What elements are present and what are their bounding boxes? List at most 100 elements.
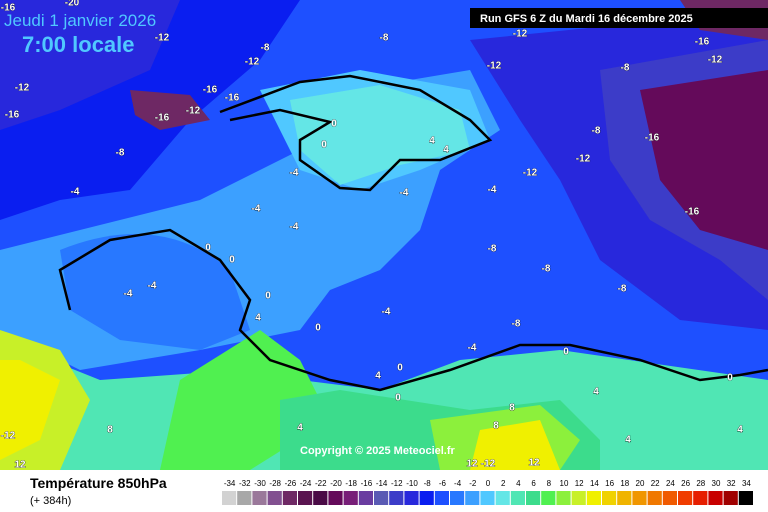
- scale-swatch: [541, 491, 556, 505]
- scale-swatch: [282, 491, 297, 505]
- contour-label: 0: [315, 323, 321, 334]
- scale-label: -14: [376, 479, 388, 488]
- contour-label: 0: [563, 347, 569, 358]
- contour-label: 4: [375, 371, 381, 382]
- contour-label: 12: [466, 459, 478, 470]
- scale-swatch: [358, 491, 373, 505]
- contour-label: -8: [512, 319, 521, 330]
- scale-swatch: [222, 491, 237, 505]
- contour-label: 4: [593, 387, 599, 398]
- scale-label: 34: [742, 479, 751, 488]
- zero-isotherm: [58, 74, 768, 392]
- scale-label: -30: [254, 479, 266, 488]
- contour-label: -16: [203, 85, 218, 96]
- scale-label: 32: [727, 479, 736, 488]
- contour-label: 8: [493, 421, 499, 432]
- scale-swatch: [526, 491, 541, 505]
- contour-label: -12: [576, 154, 591, 165]
- scale-swatch: [556, 491, 571, 505]
- scale-swatch: [586, 491, 601, 505]
- legend-lead: (+ 384h): [30, 495, 71, 507]
- scale-swatch: [267, 491, 282, 505]
- contour-label: 12: [14, 460, 26, 471]
- contour-label: -16: [5, 110, 20, 121]
- scale-swatch: [328, 491, 343, 505]
- scale-swatch: [389, 491, 404, 505]
- scale-swatch: [374, 491, 389, 505]
- contour-label: -4: [382, 307, 391, 318]
- contour-label: -12: [481, 459, 496, 470]
- scale-label: -4: [454, 479, 462, 488]
- contour-label: -4: [252, 204, 261, 215]
- scale-swatch: [404, 491, 419, 505]
- contour-label: -8: [621, 63, 630, 74]
- contour-label: -12: [245, 57, 260, 68]
- contour-label: 0: [205, 243, 211, 254]
- contour-label: 0: [229, 255, 235, 266]
- scale-swatch: [662, 491, 677, 505]
- contour-label: 4: [255, 313, 261, 324]
- scale-swatch: [480, 491, 495, 505]
- scale-swatch: [723, 491, 738, 505]
- contour-label: -12: [487, 61, 502, 72]
- contour-label: -4: [71, 187, 80, 198]
- run-info: Run GFS 6 Z du Mardi 16 décembre 2025: [480, 13, 693, 25]
- scale-swatch: [343, 491, 358, 505]
- copyright: Copyright © 2025 Meteociel.fr: [300, 445, 456, 457]
- scale-swatch: [495, 491, 510, 505]
- contour-label: 4: [737, 425, 743, 436]
- scale-label: -8: [424, 479, 432, 488]
- scale-label: 14: [590, 479, 599, 488]
- scale-swatch: [313, 491, 328, 505]
- scale-label: 12: [575, 479, 584, 488]
- contour-label: -8: [542, 264, 551, 275]
- scale-label: 16: [605, 479, 614, 488]
- contour-label: -4: [290, 168, 299, 179]
- contour-label: 0: [321, 140, 327, 151]
- contour-label: 8: [107, 425, 113, 436]
- legend-title: Température 850hPa: [30, 475, 167, 491]
- scale-label: -26: [285, 479, 297, 488]
- scale-swatch: [602, 491, 617, 505]
- run-box: [470, 8, 768, 28]
- scale-label: 28: [696, 479, 705, 488]
- scale-swatch: [693, 491, 708, 505]
- scale-label: -24: [300, 479, 312, 488]
- scale-label: 8: [547, 479, 552, 488]
- scale-swatch: [434, 491, 449, 505]
- contour-label: 0: [395, 393, 401, 404]
- forecast-date: Jeudi 1 janvier 2026: [4, 11, 156, 30]
- contour-label: -16: [645, 133, 660, 144]
- scale-label: 18: [620, 479, 629, 488]
- scale-swatch: [510, 491, 525, 505]
- map-background: [0, 0, 768, 470]
- contour-label: 0: [397, 363, 403, 374]
- scale-swatch: [738, 491, 753, 505]
- contour-label: 4: [443, 145, 449, 156]
- scale-label: -28: [269, 479, 281, 488]
- contour-label: -8: [592, 126, 601, 137]
- forecast-time: 7:00 locale: [22, 32, 135, 57]
- contour-label: -16: [155, 113, 170, 124]
- scale-swatch: [708, 491, 723, 505]
- scale-label: 26: [681, 479, 690, 488]
- scale-swatch: [298, 491, 313, 505]
- scale-label: 24: [666, 479, 675, 488]
- scale-swatch: [617, 491, 632, 505]
- scale-label: -34: [224, 479, 236, 488]
- scale-label: -32: [239, 479, 251, 488]
- scale-label: -16: [361, 479, 373, 488]
- scale-swatch: [237, 491, 252, 505]
- contour-label: -8: [261, 43, 270, 54]
- scale-label: 22: [651, 479, 660, 488]
- contour-label: 0: [331, 119, 337, 130]
- contour-label: -16: [695, 37, 710, 48]
- scale-swatch: [252, 491, 267, 505]
- contour-label: -4: [488, 185, 497, 196]
- scale-label: 0: [486, 479, 491, 488]
- contour-label: -16: [1, 3, 16, 14]
- contour-labels: -16 -20-12-8-12-16-16-12-16-12-16-8-4-8 -1…: [0, 0, 743, 471]
- scale-label: -20: [330, 479, 342, 488]
- scale-swatch: [678, 491, 693, 505]
- contour-label: 4: [625, 435, 631, 446]
